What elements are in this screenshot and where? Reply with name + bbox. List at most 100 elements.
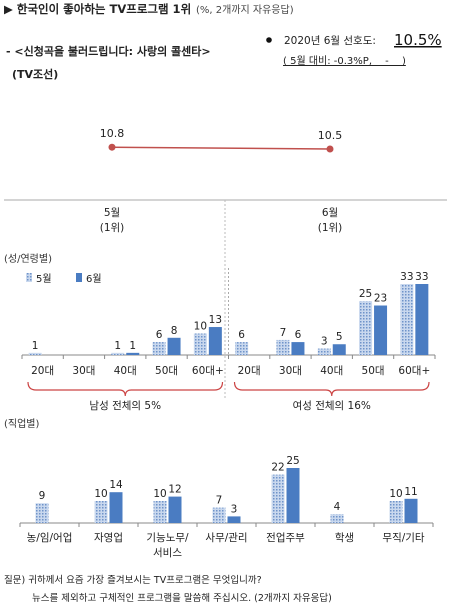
group-brace (233, 381, 430, 397)
occ-bar (168, 496, 182, 523)
occ-x-label: 학생 (335, 532, 354, 544)
preference-label: 2020년 6월 선호도: (284, 35, 376, 47)
demo-bar-label: 10 (194, 320, 207, 332)
occupation-chart-title: (직업별) (4, 417, 40, 430)
line-x-label: (1위) (318, 221, 343, 234)
occ-bar-label: 3 (231, 503, 238, 515)
occ-bar-label: 12 (168, 484, 181, 496)
group-brace (27, 381, 224, 397)
demo-x-label: 20대 (238, 365, 261, 377)
demo-bar (374, 305, 388, 355)
occ-bar (109, 492, 123, 523)
occ-x-label: 서비스 (153, 547, 182, 559)
occ-bar-label: 10 (94, 488, 107, 500)
bullet-icon (266, 37, 272, 43)
legend-label: 5월 (36, 273, 52, 285)
legend-swatch (76, 273, 82, 282)
demo-bar (276, 339, 290, 355)
line-point (326, 145, 334, 153)
demo-bar (291, 342, 305, 355)
demo-bar-label: 23 (374, 293, 387, 305)
occ-x-label: 농/임/어업 (27, 531, 73, 544)
demo-bar-label: 6 (156, 329, 163, 341)
occ-bar-label: 10 (153, 488, 166, 500)
line-x-label: 5월 (104, 207, 120, 219)
line-x-label: (1위) (100, 221, 125, 234)
group-label: 남성 전체의 5% (89, 400, 161, 412)
occ-bar (330, 514, 344, 523)
demo-x-label: 20대 (31, 365, 54, 377)
line-series (111, 146, 331, 150)
occ-bar-label: 14 (109, 479, 123, 491)
demo-x-label: 60대+ (192, 365, 224, 377)
demo-bar (152, 342, 166, 355)
occ-bar-label: 11 (404, 486, 417, 498)
demo-x-label: 40대 (114, 365, 137, 377)
demo-bar (126, 352, 140, 355)
demo-bar (111, 352, 125, 355)
line-chart: 10.8 5월 (1위) 10.5 6월 (1위) (4, 127, 447, 400)
demo-bar-label: 25 (359, 288, 372, 300)
line-point-label: 10.8 (100, 127, 125, 140)
occ-x-label: 전업주부 (266, 531, 305, 544)
group-label: 여성 전체의 16% (293, 400, 371, 412)
occ-bar (271, 474, 285, 523)
line-point-label: 10.5 (318, 129, 343, 142)
occ-bar (404, 498, 418, 523)
occ-bar (94, 501, 108, 523)
demo-bar-label: 6 (238, 329, 245, 341)
demo-bar (359, 301, 373, 355)
occ-bar-label: 9 (39, 490, 46, 502)
occ-bar-label: 7 (216, 495, 223, 507)
demo-x-label: 50대 (155, 365, 178, 377)
occ-bar (389, 501, 403, 523)
program-name: - <신청곡을 불러드립니다: 사랑의 콜센타> (6, 44, 211, 58)
occ-bar (153, 501, 167, 523)
demo-bar-label: 6 (295, 329, 302, 341)
demo-bar (193, 333, 207, 355)
demo-x-label: 40대 (320, 365, 343, 377)
chart-title-note: (%, 2개까지 자유응답) (196, 4, 294, 16)
occ-bar (212, 507, 226, 523)
demo-bar (415, 284, 429, 355)
line-x-label: 6월 (322, 207, 338, 219)
occ-x-label: 기능노무/ (146, 532, 189, 544)
demo-bar (332, 344, 346, 355)
demo-x-label: 30대 (279, 365, 302, 377)
demo-x-label: 60대+ (398, 365, 430, 377)
survey-question: 질문) 귀하께서 요즘 가장 즐겨보시는 TV프로그램은 무엇입니까? (4, 574, 262, 586)
occ-bar (227, 516, 241, 523)
occ-x-label: 무직/기타 (382, 532, 425, 544)
demo-bar-label: 1 (129, 340, 136, 352)
legend-swatch (26, 273, 32, 282)
program-channel: (TV조선) (12, 67, 58, 81)
demo-bar-label: 1 (114, 340, 121, 352)
demo-bar (235, 342, 249, 355)
line-point (108, 143, 116, 151)
demo-bar (208, 327, 222, 355)
demo-bar-label: 5 (336, 331, 343, 343)
demo-bar-label: 3 (321, 336, 328, 348)
preference-value: 10.5% (394, 31, 442, 49)
demo-x-label: 30대 (72, 365, 95, 377)
demo-bar-label: 7 (280, 327, 287, 339)
demo-bar (28, 352, 42, 355)
demo-bar (400, 284, 414, 355)
demo-bar-label: 8 (171, 325, 178, 337)
occ-bar (35, 503, 49, 523)
demo-bar-label: 13 (209, 314, 222, 326)
occ-bar-label: 10 (389, 488, 402, 500)
demo-bar-label: 1 (32, 340, 39, 352)
occ-bar-label: 22 (271, 462, 284, 474)
demo-bar-label: 33 (400, 271, 413, 283)
survey-question-detail: 뉴스를 제외하고 구체적인 프로그램을 말씀해 주십시오. (2개까지 자유응답… (32, 592, 332, 604)
legend-label: 6월 (86, 273, 102, 285)
demographic-chart-title: (성/연령별) (4, 253, 52, 265)
occ-x-label: 사무/관리 (205, 532, 247, 544)
chart-title: ▶ 한국인이 좋아하는 TV프로그램 1위 (4, 2, 191, 16)
demo-bar-label: 33 (415, 271, 428, 283)
occ-bar (286, 468, 300, 523)
